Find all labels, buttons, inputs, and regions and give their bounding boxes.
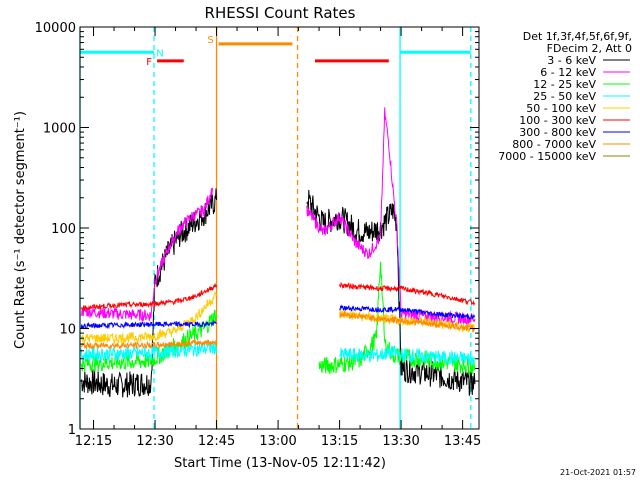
y-tick-label: 10000 [35, 21, 76, 36]
y-tick-label: 1 [68, 423, 76, 438]
legend-label-3: 12 - 25 keV [533, 78, 596, 91]
series-line-6-2 [339, 281, 476, 307]
series-line-5-1 [81, 291, 217, 345]
x-tick-label: 12:30 [136, 434, 173, 449]
x-tick-label: 13:30 [382, 434, 419, 449]
series-line-8-2 [339, 310, 476, 333]
legend-label-9: 7000 - 15000 keV [498, 150, 596, 163]
y-tick-label: 100 [51, 222, 76, 237]
y-tick-label: 1000 [43, 122, 76, 137]
legend-label-1: 3 - 6 keV [547, 54, 596, 67]
x-axis-label: Start Time (13-Nov-05 12:11:42) [174, 456, 386, 471]
y-axis: 1 10 100 1000 10000 [35, 21, 479, 438]
legend-label-4: 25 - 50 keV [533, 90, 596, 103]
series-line-7-2 [339, 304, 475, 320]
legend-label-5: 50 - 100 keV [526, 102, 596, 115]
series-line-7-1 [80, 319, 217, 330]
plot-area: NF S [79, 27, 476, 429]
x-tick-label: 13:00 [259, 434, 296, 449]
state-bar-label-1: N [156, 48, 163, 59]
series-line-1-1 [80, 188, 218, 398]
series-line-2-2 [306, 107, 476, 325]
legend-header-line-1: Det 1f,3f,4f,5f,6f,9f, [523, 30, 632, 43]
series-line-8-1 [80, 338, 218, 351]
chart-title: RHESSI Count Rates [205, 4, 356, 22]
legend-label-8: 800 - 7000 keV [512, 138, 596, 151]
x-tick-label: 12:15 [75, 434, 112, 449]
x-tick-label: 12:45 [198, 434, 235, 449]
series-line-2-1 [80, 187, 213, 322]
x-tick-label: 13:45 [444, 434, 481, 449]
series-line-4-1 [80, 341, 218, 362]
y-axis-label: Count Rate (s⁻¹ detector segment⁻¹) [13, 111, 28, 349]
y-tick-label: 10 [59, 323, 76, 338]
legend: Det 1f,3f,4f,5f,6f,9f, FDecim 2, Att 0 3… [498, 30, 632, 163]
series-line-6-1 [80, 283, 218, 312]
legend-label-7: 300 - 800 keV [519, 126, 596, 139]
legend-header-line-2: FDecim 2, Att 0 [547, 42, 632, 55]
x-tick-label: 13:15 [321, 434, 358, 449]
state-bar-label-3: F [146, 57, 152, 68]
timestamp: 21-Oct-2021 01:57 [560, 468, 636, 477]
legend-label-2: 6 - 12 keV [540, 66, 596, 79]
x-axis: 12:15 12:30 12:45 13:00 13:15 13:30 13:45 [75, 27, 481, 449]
state-bar-label-5: S [207, 35, 213, 46]
legend-label-6: 100 - 300 keV [519, 114, 596, 127]
series-line-3-1 [80, 309, 218, 373]
series-line-4-2 [339, 345, 476, 366]
